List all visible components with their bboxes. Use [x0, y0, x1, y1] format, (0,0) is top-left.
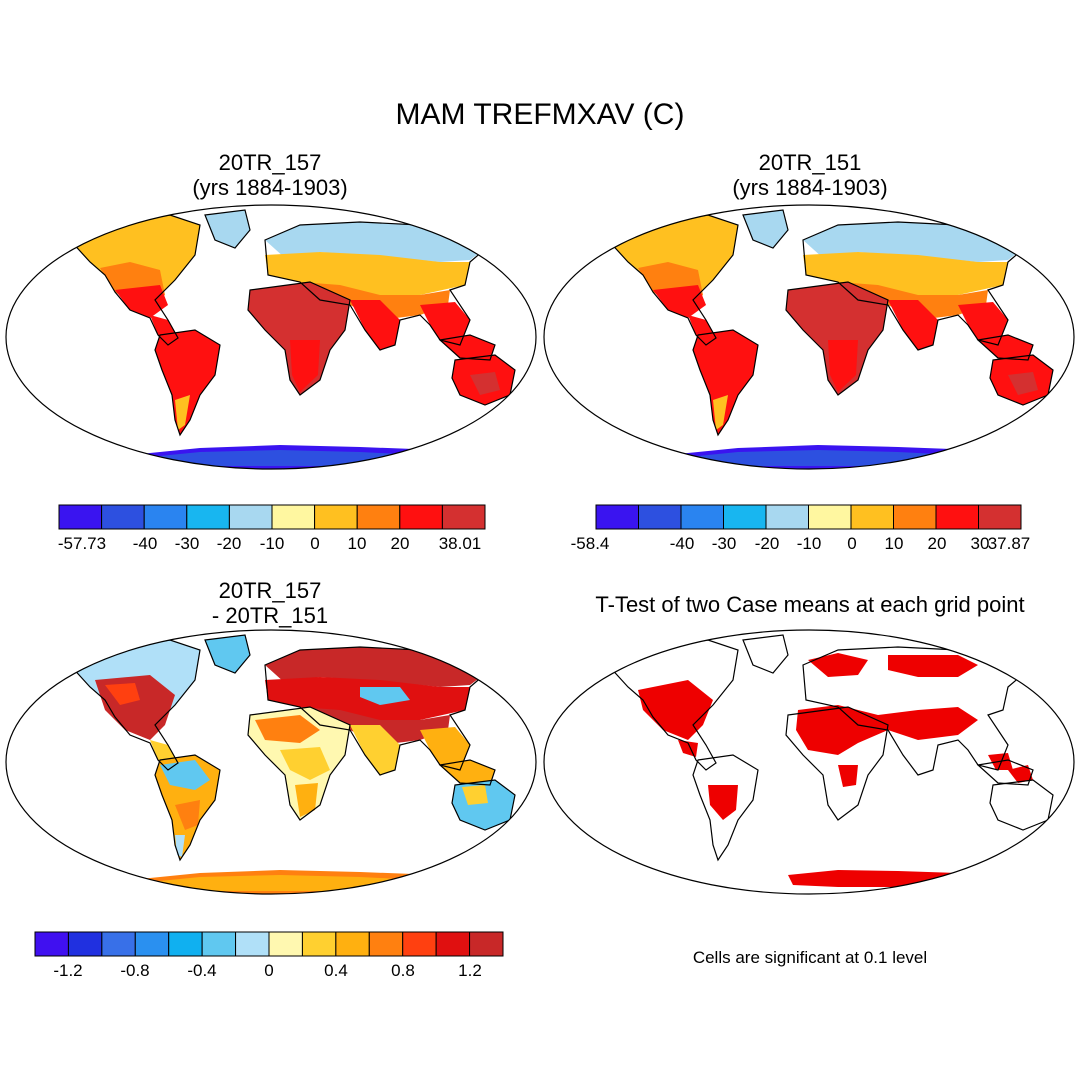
cb1-tick-label: -30	[175, 534, 200, 553]
cb2-tick-label: -10	[797, 534, 822, 553]
cb3-tick-label: 0.8	[391, 961, 415, 980]
cb1-swatch	[228, 504, 273, 530]
cb2-swatch	[893, 504, 937, 530]
map-panel-1	[5, 204, 537, 470]
cb1-swatch	[271, 504, 316, 530]
cb2-tick-label: 10	[885, 534, 904, 553]
cb3-swatch	[335, 931, 370, 957]
cb1-tick-label: -20	[217, 534, 242, 553]
panel2-title-line2: (yrs 1884-1903)	[732, 175, 888, 200]
cb3-swatch	[34, 931, 69, 957]
colorbar-panel1: -57.73 -40 -30 -20 -10 0 10 20 38.01	[58, 504, 486, 553]
cb2-tick-label: 0	[847, 534, 856, 553]
cb2-swatch	[638, 504, 682, 530]
panel2-map-fill	[544, 205, 1074, 469]
cb1-tick-label: 10	[348, 534, 367, 553]
figure-title: MAM TREFMXAV (C)	[395, 98, 685, 131]
cb3-swatch	[268, 931, 303, 957]
cb1-swatch	[143, 504, 188, 530]
cb3-tick-label: -1.2	[53, 961, 82, 980]
cb3-tick-label: -0.8	[120, 961, 149, 980]
cb3-swatch	[134, 931, 170, 957]
cb2-tick-label: -58.4	[571, 534, 610, 553]
cb3-swatch	[469, 931, 504, 957]
cb3-tick-label: 0.4	[324, 961, 348, 980]
panel1-map-fill	[6, 205, 536, 469]
panel1-title-line1: 20TR_157	[218, 150, 322, 175]
cb1-swatch	[186, 504, 230, 530]
cb1-tick-label: 20	[391, 534, 410, 553]
panel1-title: 20TR_157 (yrs 1884-1903)	[140, 150, 400, 200]
cb2-tick-label: 30	[971, 534, 990, 553]
panel1-title-line2: (yrs 1884-1903)	[192, 175, 348, 200]
cb2-tick-label: -40	[670, 534, 695, 553]
panel4-map-fill	[544, 630, 1074, 894]
cb3-swatch	[168, 931, 203, 957]
cb1-swatch	[356, 504, 401, 530]
map-panel-3	[5, 629, 537, 895]
cb1-swatch	[58, 504, 103, 530]
cb3-tick-label: -0.4	[187, 961, 216, 980]
cb2-swatch	[765, 504, 809, 530]
panel2-coastlines	[606, 209, 1054, 437]
cb1-tick-label: -57.73	[58, 534, 106, 553]
cb3-tick-label: 1.2	[458, 961, 482, 980]
panel3-map-border	[5, 629, 537, 895]
cb2-swatch	[680, 504, 724, 530]
cb3-swatch	[435, 931, 471, 957]
cb3-swatch	[368, 931, 404, 957]
cb1-tick-label: -40	[133, 534, 158, 553]
cb1-swatch	[101, 504, 145, 530]
panel3-title-line1: 20TR_157	[218, 578, 322, 603]
panel4-title: T-Test of two Case means at each grid po…	[595, 592, 1025, 617]
significance-note: Cells are significant at 0.1 level	[692, 948, 928, 967]
colorbar-panel3: -1.2 -0.8 -0.4 0 0.4 0.8 1.2	[34, 931, 504, 980]
cb2-swatch	[935, 504, 979, 530]
panel2-map-border	[543, 204, 1075, 470]
panel2-title: 20TR_151 (yrs 1884-1903)	[680, 150, 940, 200]
panel2-title-line1: 20TR_151	[758, 150, 862, 175]
cb3-swatch	[402, 931, 437, 957]
panel3-title-line2: - 20TR_151	[211, 603, 329, 628]
cb2-tick-label: 20	[928, 534, 947, 553]
map-panel-4	[543, 629, 1075, 895]
cb3-swatch	[101, 931, 136, 957]
cb2-swatch	[723, 504, 767, 530]
cb1-swatch	[399, 504, 443, 530]
cb2-tick-label: -20	[755, 534, 780, 553]
cb2-swatch	[595, 504, 639, 530]
panel3-title: 20TR_157 - 20TR_151	[140, 578, 400, 628]
cb3-swatch	[235, 931, 270, 957]
cb2-swatch	[850, 504, 894, 530]
panel4-map-border	[543, 629, 1075, 895]
panel3-map-fill	[6, 630, 536, 894]
cb3-tick-label: 0	[264, 961, 273, 980]
cb1-swatch	[441, 504, 486, 530]
panel1-map-border	[5, 204, 537, 470]
cb1-tick-label: -10	[260, 534, 285, 553]
cb2-swatch	[978, 504, 1022, 530]
cb1-tick-label: 38.01	[439, 534, 482, 553]
cb2-swatch	[808, 504, 852, 530]
cb2-tick-label: -30	[712, 534, 737, 553]
cb1-tick-label: 0	[310, 534, 319, 553]
cb1-swatch	[314, 504, 358, 530]
cb3-swatch	[67, 931, 103, 957]
map-panel-2	[543, 204, 1075, 470]
cb3-swatch	[301, 931, 337, 957]
cb3-swatch	[201, 931, 237, 957]
cb2-tick-label: 37.87	[988, 534, 1031, 553]
